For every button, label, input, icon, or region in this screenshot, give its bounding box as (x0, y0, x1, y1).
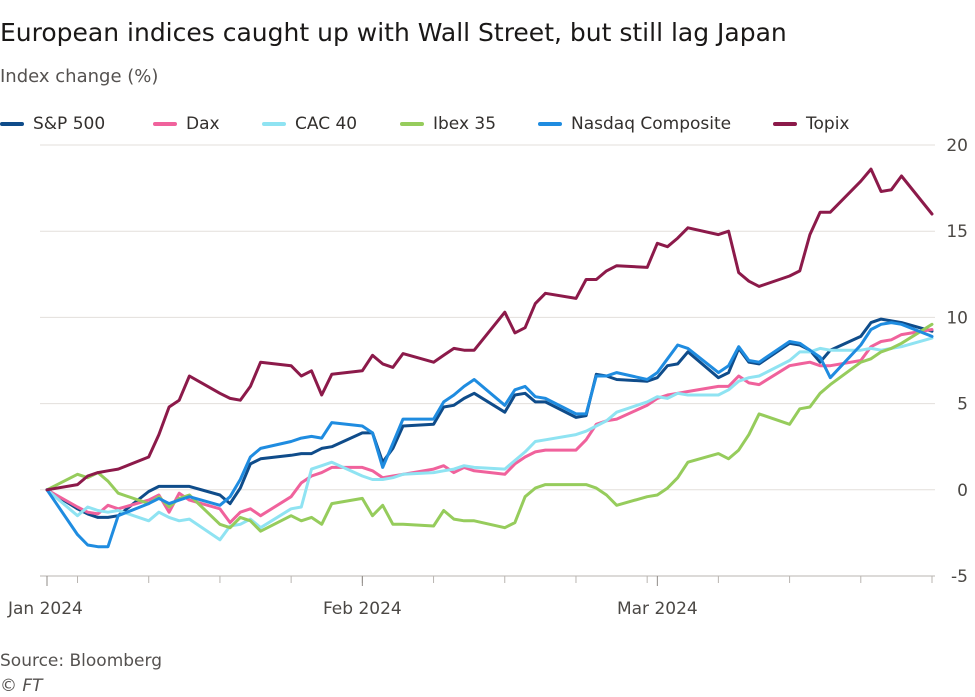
chart-legend: S&P 500 Dax CAC 40 Ibex 35 Nasdaq Composite T… (0, 112, 975, 136)
y-tick-label: 15 (946, 222, 968, 242)
series-line-ibex-35 (45, 322, 934, 533)
series-line-topix (45, 167, 934, 492)
y-tick-label: 5 (957, 395, 968, 415)
y-tick-label: 20 (946, 136, 968, 156)
legend-item: Dax (153, 112, 220, 136)
y-tick-label: 0 (957, 481, 968, 501)
source-note: Source: Bloomberg (0, 651, 162, 671)
legend-swatch (262, 122, 286, 126)
line-chart: -5 0 5 10 15 20 Jan 2024 Feb 2024 Mar 2024 (7, 136, 968, 619)
legend-swatch (0, 122, 24, 126)
legend-swatch (773, 122, 797, 126)
legend-swatch (153, 122, 177, 126)
legend-label: S&P 500 (33, 114, 106, 134)
legend-label: Dax (186, 114, 220, 134)
legend-label: Nasdaq Composite (571, 114, 732, 134)
series-line-cac-40 (45, 336, 934, 542)
x-tick-label: Mar 2024 (617, 599, 698, 619)
legend-label: CAC 40 (295, 114, 358, 134)
x-tick-label: Jan 2024 (7, 599, 83, 619)
legend-item: CAC 40 (262, 112, 357, 136)
series-line-dax (45, 328, 934, 525)
legend-item: Ibex 35 (400, 112, 496, 136)
chart-title: European indices caught up with Wall Str… (0, 18, 787, 47)
legend-label: Ibex 35 (433, 114, 497, 134)
legend-item: S&P 500 (0, 112, 105, 136)
ft-credit: © FT (0, 676, 43, 696)
y-tick-label: -5 (951, 567, 968, 587)
legend-item: Topix (773, 112, 849, 136)
x-tick-label: Feb 2024 (323, 599, 402, 619)
series-line-s-p-500 (45, 317, 934, 519)
series-line-nasdaq-composite (45, 321, 934, 549)
chart-subtitle: Index change (%) (0, 66, 159, 87)
legend-swatch (538, 122, 562, 126)
y-tick-label: 10 (946, 308, 968, 328)
legend-label: Topix (806, 114, 850, 134)
legend-item: Nasdaq Composite (538, 112, 731, 136)
legend-swatch (400, 122, 424, 126)
